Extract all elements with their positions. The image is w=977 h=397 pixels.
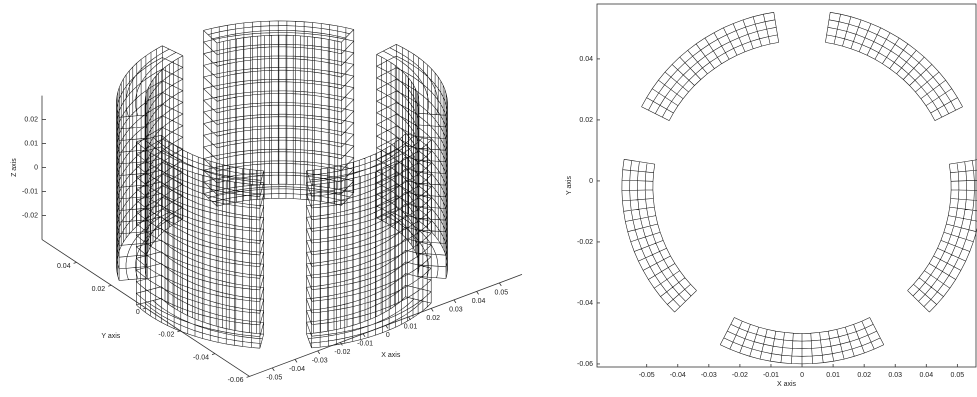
x-tick-label: 0.04: [472, 298, 486, 305]
x-tick: [295, 359, 297, 362]
mesh-segment: [908, 159, 977, 312]
z-tick-label: 0.01: [24, 140, 38, 147]
x-tick: [477, 291, 479, 294]
z-tick-label: -0.02: [22, 212, 38, 219]
x-tick-label: 0.05: [951, 372, 965, 379]
y-tick: [212, 354, 215, 355]
mesh-segment: [642, 12, 779, 120]
x-tick-label: 0.03: [449, 307, 463, 314]
y-axis-label: Y axis: [566, 176, 573, 195]
y-tick-label: -0.04: [193, 354, 209, 361]
y-tick: [74, 262, 77, 263]
x-tick-label: 0.02: [426, 315, 440, 322]
figure: -0.05 -0.04 -0.03 -0.02 -0.01 0 0.01 0.02 0.03 0.…: [0, 0, 977, 397]
y-tick-label: 0: [136, 309, 140, 316]
z-axis-label: Z axis: [11, 158, 18, 177]
mesh-segment: [720, 318, 884, 364]
x-tick-label: -0.03: [312, 358, 328, 365]
x-tick-label: -0.01: [763, 372, 779, 379]
y-axis-label: Y axis: [101, 333, 120, 340]
z-tick-label: 0.02: [24, 116, 38, 123]
y-tick-label: -0.02: [577, 239, 593, 246]
x-tick-label: 0.01: [404, 324, 418, 331]
plot-frame: [597, 4, 976, 367]
x-tick: [499, 283, 501, 286]
mesh-segment: [825, 12, 962, 120]
x-tick-label: -0.04: [670, 372, 686, 379]
x-tick-label: -0.02: [732, 372, 748, 379]
x-tick: [272, 368, 274, 371]
x-tick: [454, 300, 456, 303]
x-tick-label: -0.05: [639, 372, 655, 379]
x-tick-label: 0.01: [826, 372, 840, 379]
x-axis-label: X axis: [777, 381, 797, 388]
x-tick: [318, 351, 320, 354]
x-tick-label: 0.04: [919, 372, 933, 379]
mesh-segment: [622, 159, 697, 312]
x-tick-label: 0: [800, 372, 804, 379]
x-tick-label: -0.05: [266, 375, 282, 382]
x-tick-label: 0: [386, 332, 390, 339]
mesh-segment: [204, 21, 354, 206]
y-tick-label: 0.02: [579, 117, 593, 124]
y-tick-label: -0.02: [158, 332, 174, 339]
z-tick-label: 0: [34, 164, 38, 171]
y-tick-label: 0.04: [57, 263, 71, 270]
x-tick-label: -0.04: [289, 366, 305, 373]
y-tick-label: 0: [589, 178, 593, 185]
y-tick-label: 0.02: [92, 286, 106, 293]
y-tick: [247, 376, 250, 377]
x-tick-label: -0.02: [334, 349, 350, 356]
z-tick-label: -0.01: [22, 188, 38, 195]
x-tick: [363, 334, 365, 337]
x-tick: [431, 308, 433, 311]
x-axis-label: X axis: [381, 352, 401, 359]
y-tick-label: -0.06: [228, 377, 244, 384]
y-tick-label: 0.04: [579, 56, 593, 63]
x-tick-label: -0.03: [701, 372, 717, 379]
x-tick-label: -0.01: [357, 341, 373, 348]
y-tick: [108, 285, 111, 286]
x-tick: [386, 325, 388, 328]
y-tick-label: -0.06: [577, 361, 593, 368]
x-tick-label: 0.03: [888, 372, 902, 379]
x-tick-label: 0.02: [857, 372, 871, 379]
y-tick-label: -0.04: [577, 300, 593, 307]
x-tick-label: 0.05: [494, 290, 508, 297]
